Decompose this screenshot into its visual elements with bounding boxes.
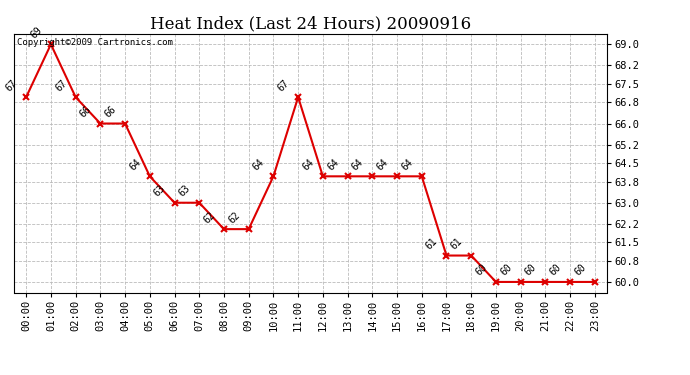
Text: 66: 66: [78, 104, 93, 119]
Text: 60: 60: [548, 262, 563, 278]
Text: 60: 60: [573, 262, 588, 278]
Text: 69: 69: [28, 25, 44, 40]
Text: 64: 64: [128, 157, 143, 172]
Text: 64: 64: [251, 157, 266, 172]
Text: 64: 64: [375, 157, 390, 172]
Text: 61: 61: [424, 236, 440, 251]
Text: 60: 60: [498, 262, 514, 278]
Text: 61: 61: [449, 236, 464, 251]
Text: 67: 67: [53, 78, 69, 93]
Text: 67: 67: [4, 78, 19, 93]
Text: 62: 62: [201, 210, 217, 225]
Title: Heat Index (Last 24 Hours) 20090916: Heat Index (Last 24 Hours) 20090916: [150, 15, 471, 32]
Text: 64: 64: [301, 157, 316, 172]
Text: 64: 64: [350, 157, 366, 172]
Text: 64: 64: [400, 157, 415, 172]
Text: Copyright©2009 Cartronics.com: Copyright©2009 Cartronics.com: [17, 38, 172, 46]
Text: 60: 60: [523, 262, 538, 278]
Text: 66: 66: [103, 104, 118, 119]
Text: 63: 63: [152, 183, 168, 199]
Text: 64: 64: [325, 157, 341, 172]
Text: 67: 67: [276, 78, 291, 93]
Text: 62: 62: [226, 210, 242, 225]
Text: 60: 60: [473, 262, 489, 278]
Text: 63: 63: [177, 183, 193, 199]
